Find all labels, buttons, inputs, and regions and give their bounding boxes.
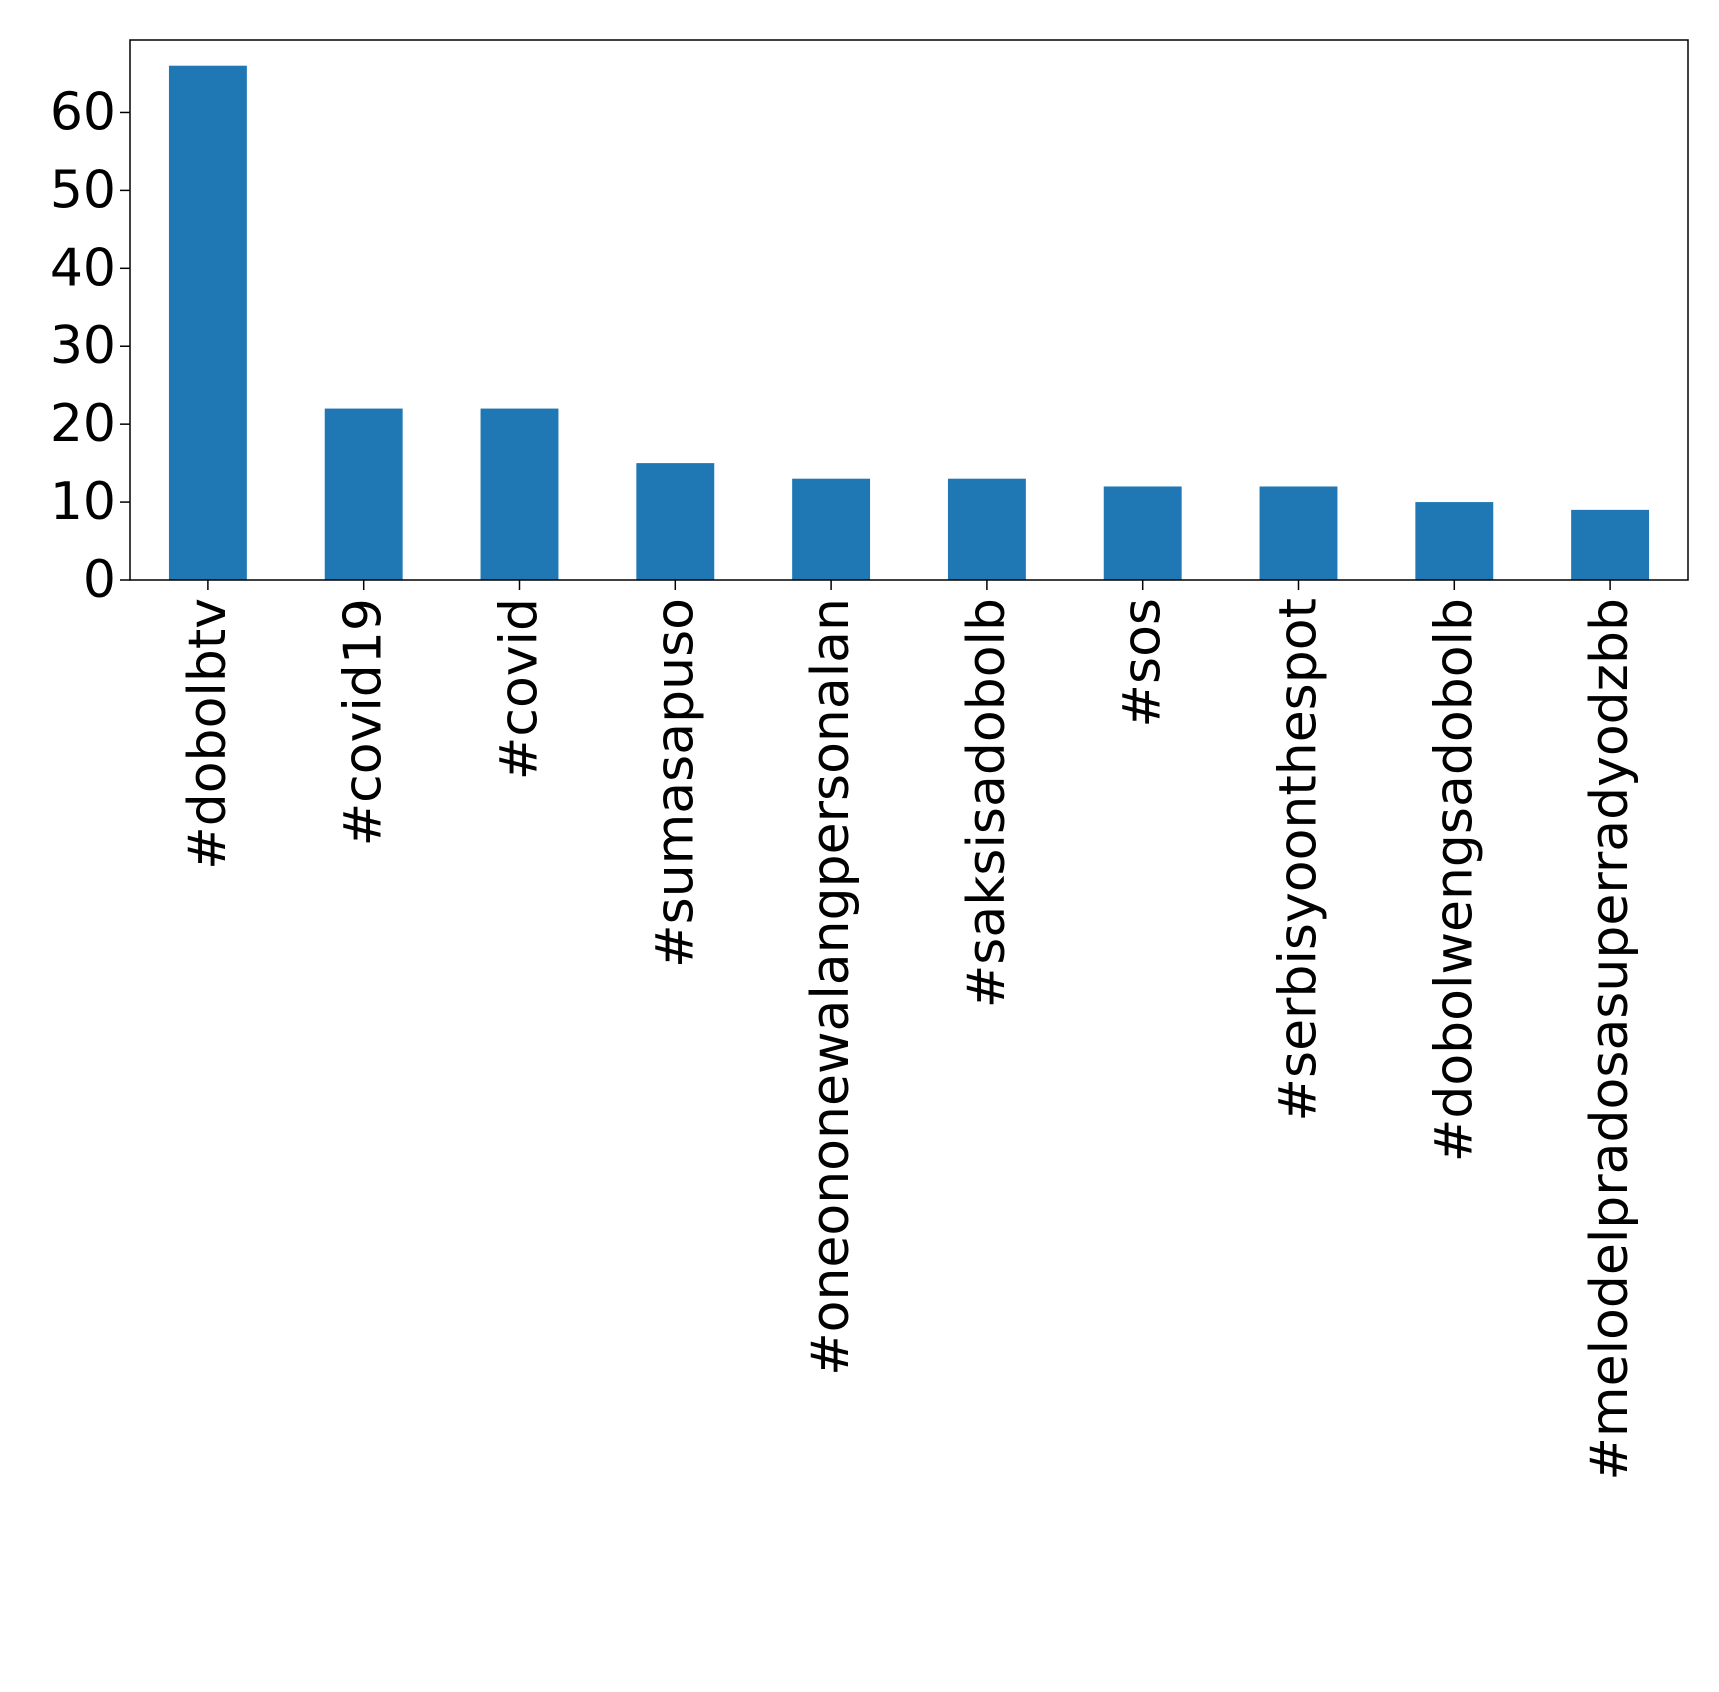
x-axis: #dobolbtv #covid19 #covid #sumasapuso #oneon… [178, 580, 1640, 1481]
y-tick-label-1: 10 [50, 472, 116, 532]
bar-4 [792, 478, 871, 580]
x-tick-label-7: #serbisyoonthespot [1269, 598, 1329, 1122]
bar-9 [1571, 509, 1650, 580]
bar-6 [1103, 486, 1182, 580]
y-tick-label-5: 50 [50, 160, 116, 220]
x-tick-label-0: #dobolbtv [178, 598, 238, 870]
x-tick-label-2: #covid [490, 598, 550, 780]
bar-3 [636, 463, 715, 580]
x-tick-label-6: #sos [1113, 598, 1173, 728]
x-tick-label-1: #covid19 [334, 598, 394, 846]
bar-2 [480, 408, 559, 580]
x-tick-label-3: #sumasapuso [645, 598, 705, 968]
y-axis: 0 10 20 30 40 50 60 [50, 82, 130, 610]
bars-layer [168, 65, 1650, 580]
bar-7 [1259, 486, 1338, 580]
x-tick-label-8: #dobolwengsadobolb [1424, 598, 1484, 1162]
y-tick-label-3: 30 [50, 316, 116, 376]
bar-1 [324, 408, 403, 580]
x-tick-label-5: #saksisadobolb [957, 598, 1017, 1008]
bar-0 [168, 65, 247, 580]
x-tick-label-9: #melodelpradosasuperradyodzbb [1580, 598, 1640, 1481]
bar-8 [1415, 502, 1494, 580]
y-tick-label-0: 0 [83, 550, 116, 610]
y-tick-label-6: 60 [50, 82, 116, 142]
bar-5 [947, 478, 1026, 580]
x-tick-label-4: #oneononewalangpersonalan [801, 598, 861, 1376]
y-tick-label-4: 40 [50, 238, 116, 298]
y-tick-label-2: 20 [50, 394, 116, 454]
plot-frame [129, 39, 1689, 581]
